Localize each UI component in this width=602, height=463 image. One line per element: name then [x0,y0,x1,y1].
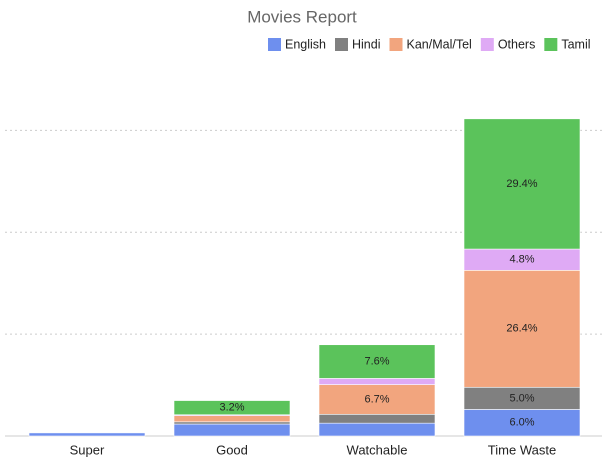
legend-swatch [335,38,348,51]
bar-segment [28,432,146,437]
chart-title: Movies Report [247,7,357,26]
bar-segment [173,400,291,416]
x-tick-label: Time Waste [488,442,556,457]
bar-segment [318,344,436,379]
bar-segment [173,423,291,437]
legend-swatch [480,38,494,51]
bar-segment [463,409,581,437]
data-label: 4.8% [509,254,534,266]
legend-label: Others [498,37,536,51]
data-label: 26.4% [506,323,537,335]
data-label: 6.0% [509,417,534,429]
x-tick-label: Good [216,442,248,457]
bar-segment [173,415,291,423]
data-label: 7.6% [364,355,389,367]
bar-segment [318,384,436,415]
bar-segment [318,413,436,424]
bar-segment [463,118,581,250]
legend-label: Kan/Mal/Tel [407,37,472,51]
legend-swatch [544,38,558,51]
bar-segment [318,378,436,385]
data-label: 3.2% [219,402,244,414]
data-label: 6.7% [364,393,389,405]
bar-segment [318,422,436,437]
data-label: 5.0% [509,392,534,404]
bar-segment [173,421,291,425]
bar-segment [463,270,581,388]
x-tick-label: Super [70,442,105,457]
x-tick-label: Watchable [347,442,408,457]
legend-swatch [389,38,403,51]
data-label: 29.4% [506,178,537,190]
legend-swatch [268,38,281,51]
legend-label: Hindi [352,37,381,51]
legend-label: English [285,37,326,51]
legend-label: Tamil [561,37,590,51]
